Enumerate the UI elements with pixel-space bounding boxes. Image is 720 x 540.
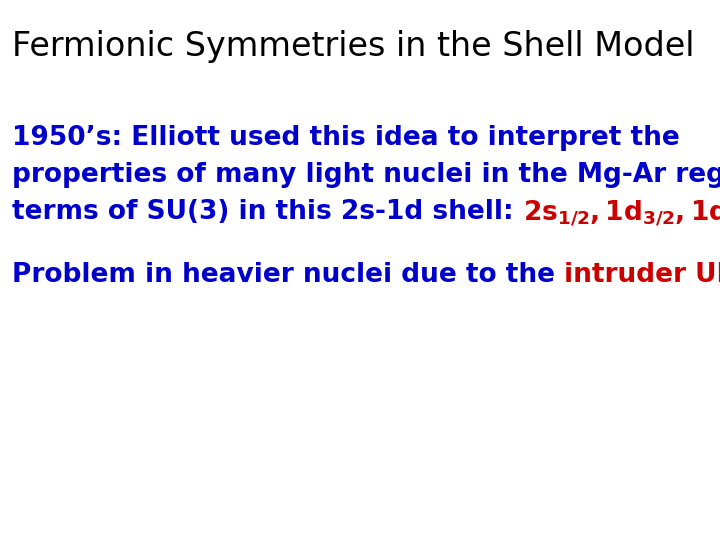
Text: Fermionic Symmetries in the Shell Model: Fermionic Symmetries in the Shell Model: [12, 30, 695, 63]
Text: intruder UPO: intruder UPO: [564, 262, 720, 288]
Text: properties of many light nuclei in the Mg-Ar region in: properties of many light nuclei in the M…: [12, 162, 720, 188]
Text: terms of SU(3) in this 2s-1d shell:: terms of SU(3) in this 2s-1d shell:: [12, 199, 523, 225]
Text: 1950’s: Elliott used this idea to interpret the: 1950’s: Elliott used this idea to interp…: [12, 125, 680, 151]
Text: $\mathbf{2s_{1/2},1d_{3/2},1d_{5/2}}$: $\mathbf{2s_{1/2},1d_{3/2},1d_{5/2}}$: [523, 199, 720, 229]
Text: Problem in heavier nuclei due to the: Problem in heavier nuclei due to the: [12, 262, 564, 288]
